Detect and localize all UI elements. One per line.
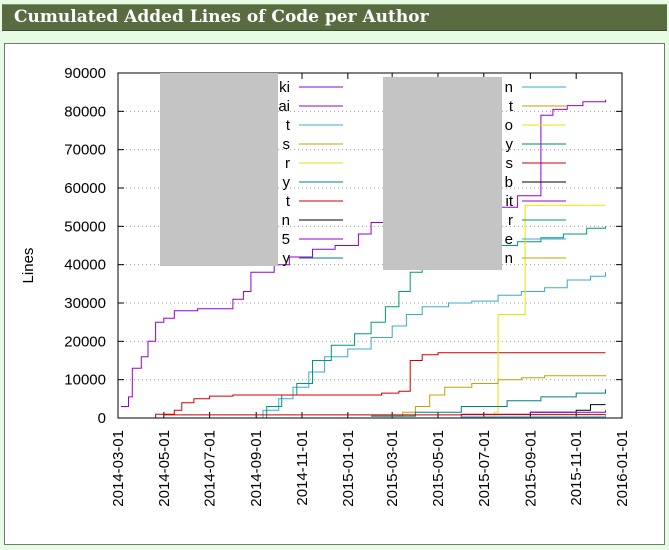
x-tick-label: 2015-07-01 [476, 430, 493, 507]
legend-item-label: o [505, 117, 513, 134]
y-tick-label: 40000 [64, 257, 106, 274]
x-tick-label: 2015-09-01 [522, 430, 539, 507]
y-tick-label: 60000 [64, 180, 106, 197]
x-tick-label: 2015-11-01 [568, 430, 585, 506]
legend-item-label: t [509, 98, 514, 115]
chart-panel: 0 10000 20000 30000 40000 50000 60000 70000 8000… [4, 43, 665, 545]
legend-item-label: t [286, 193, 291, 210]
series-line [121, 222, 386, 407]
x-tick-label: 2015-01-01 [340, 430, 357, 507]
y-tick-label: 0 [98, 410, 106, 427]
legend-item-label: r [285, 155, 290, 172]
x-tick-label: 2014-07-01 [202, 430, 219, 507]
series-line [371, 389, 606, 417]
x-tick-label: 2014-09-01 [248, 430, 265, 507]
y-tick-label: 10000 [64, 372, 106, 389]
y-tick-label: 70000 [64, 142, 106, 159]
x-tick-label: 2015-05-01 [430, 430, 447, 507]
legend-redaction-right [383, 77, 502, 270]
legend-item-label: e [505, 231, 513, 248]
legend-item-label: ki [279, 79, 290, 96]
series-line [371, 375, 606, 417]
y-tick-label: 80000 [64, 103, 106, 120]
y-tick-label: 50000 [64, 218, 106, 235]
legend-redaction-left [160, 73, 278, 266]
legend-item-label: b [505, 174, 513, 191]
y-tick-label: 20000 [64, 333, 106, 350]
x-tick-label: 2015-03-01 [384, 430, 401, 507]
x-tick-label: 2014-11-01 [294, 430, 311, 506]
series-line [118, 352, 606, 419]
y-tick-label: 30000 [64, 295, 106, 312]
legend-item-label: r [508, 212, 513, 229]
x-tick-label: 2014-03-01 [110, 430, 127, 507]
legend-item-label: y [506, 136, 514, 153]
legend-item-label: y [283, 174, 291, 191]
series-line [247, 272, 606, 419]
line-chart: 0 10000 20000 30000 40000 50000 60000 70000 8000… [20, 65, 631, 507]
legend-item-label: s [506, 155, 514, 172]
legend-item-label: ai [278, 98, 290, 115]
plot-frame [117, 72, 623, 419]
legend-item-label: it [506, 193, 514, 210]
y-axis-label: Lines [20, 248, 37, 284]
legend-item-label: y [283, 250, 291, 267]
legend-item-label: s [283, 136, 291, 153]
page-header: Cumulated Added Lines of Code per Author [2, 4, 667, 31]
legend-item-label: n [505, 79, 513, 96]
x-tick-label: 2014-05-01 [156, 430, 173, 507]
x-tick-label: 2016-01-01 [614, 430, 631, 507]
legend-item-label: n [282, 212, 290, 229]
page-title: Cumulated Added Lines of Code per Author [14, 7, 429, 27]
y-tick-label: 90000 [64, 65, 106, 82]
legend-item-label: t [286, 117, 291, 134]
legend-item-label: n [505, 250, 513, 267]
legend-item-label: 5 [282, 231, 290, 248]
series-line [163, 414, 606, 416]
series-line [501, 99, 606, 208]
